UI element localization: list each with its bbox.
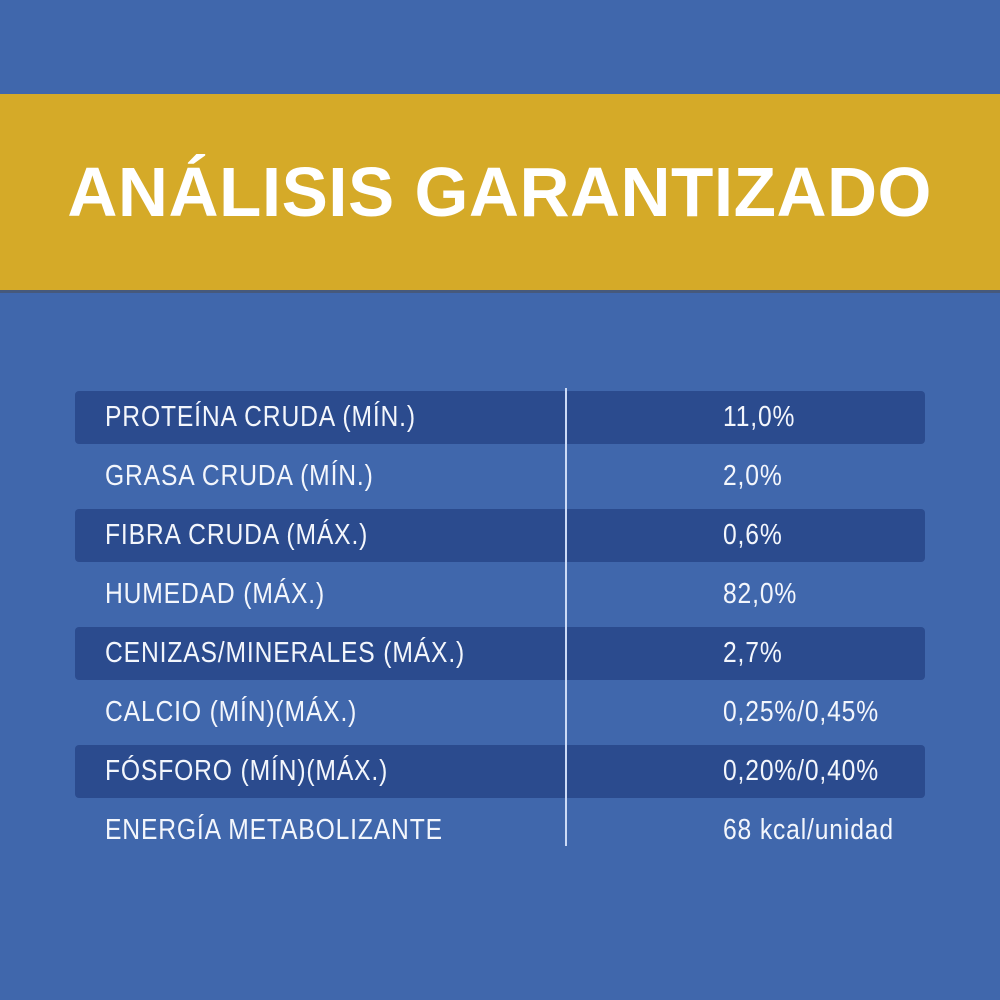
row-band: FÓSFORO (MÍN)(MÁX.) 0,20%/0,40% xyxy=(75,745,925,798)
row-band: FIBRA CRUDA (MÁX.) 0,6% xyxy=(75,509,925,562)
nutrient-label-cell: FIBRA CRUDA (MÁX.) xyxy=(75,519,566,552)
nutrient-label: HUMEDAD (MÁX.) xyxy=(105,578,326,610)
nutrient-value: 2,0% xyxy=(723,460,783,492)
nutrient-label: ENERGÍA METABOLIZANTE xyxy=(105,814,443,846)
nutrient-value-cell: 2,0% xyxy=(566,460,925,493)
table-row: CALCIO (MÍN)(MÁX.) 0,25%/0,45% xyxy=(75,683,925,742)
table-row: FIBRA CRUDA (MÁX.) 0,6% xyxy=(75,506,925,565)
nutrient-value-cell: 0,6% xyxy=(566,519,925,552)
nutrient-value-cell: 2,7% xyxy=(566,637,925,670)
nutrient-label: FIBRA CRUDA (MÁX.) xyxy=(105,519,369,551)
nutrient-value-cell: 11,0% xyxy=(566,401,925,434)
nutrient-value: 82,0% xyxy=(723,578,798,610)
nutrient-value: 0,25%/0,45% xyxy=(723,696,879,728)
table-row: HUMEDAD (MÁX.) 82,0% xyxy=(75,565,925,624)
row-band: ENERGÍA METABOLIZANTE 68 kcal/unidad xyxy=(75,804,925,857)
nutrient-value-cell: 0,20%/0,40% xyxy=(566,755,925,788)
nutrient-label: GRASA CRUDA (MÍN.) xyxy=(105,460,374,492)
table-row: GRASA CRUDA (MÍN.) 2,0% xyxy=(75,447,925,506)
page-title: ANÁLISIS GARANTIZADO xyxy=(67,153,933,231)
nutrient-value-cell: 0,25%/0,45% xyxy=(566,696,925,729)
nutrient-label: PROTEÍNA CRUDA (MÍN.) xyxy=(105,401,416,433)
nutrient-value-cell: 82,0% xyxy=(566,578,925,611)
nutrient-value: 0,20%/0,40% xyxy=(723,755,879,787)
nutrient-label: FÓSFORO (MÍN)(MÁX.) xyxy=(105,755,389,787)
row-band: CALCIO (MÍN)(MÁX.) 0,25%/0,45% xyxy=(75,686,925,739)
analysis-table: PROTEÍNA CRUDA (MÍN.) 11,0% GRASA CRUDA … xyxy=(75,388,925,860)
table-row: FÓSFORO (MÍN)(MÁX.) 0,20%/0,40% xyxy=(75,742,925,801)
nutrient-value: 0,6% xyxy=(723,519,783,551)
nutrient-label: CENIZAS/MINERALES (MÁX.) xyxy=(105,637,466,669)
nutrient-label-cell: ENERGÍA METABOLIZANTE xyxy=(75,814,566,847)
nutrient-label-cell: GRASA CRUDA (MÍN.) xyxy=(75,460,566,493)
table-row: CENIZAS/MINERALES (MÁX.) 2,7% xyxy=(75,624,925,683)
nutrient-value: 11,0% xyxy=(723,401,796,433)
nutrient-label-cell: CENIZAS/MINERALES (MÁX.) xyxy=(75,637,566,670)
table-row: ENERGÍA METABOLIZANTE 68 kcal/unidad xyxy=(75,801,925,860)
nutrient-value-cell: 68 kcal/unidad xyxy=(566,814,925,847)
row-band: HUMEDAD (MÁX.) 82,0% xyxy=(75,568,925,621)
column-divider xyxy=(565,388,567,846)
table-row: PROTEÍNA CRUDA (MÍN.) 11,0% xyxy=(75,388,925,447)
row-band: GRASA CRUDA (MÍN.) 2,0% xyxy=(75,450,925,503)
nutrient-label-cell: PROTEÍNA CRUDA (MÍN.) xyxy=(75,401,566,434)
nutrient-value: 68 kcal/unidad xyxy=(723,814,894,846)
header-band: ANÁLISIS GARANTIZADO xyxy=(0,94,1000,293)
row-band: CENIZAS/MINERALES (MÁX.) 2,7% xyxy=(75,627,925,680)
nutrient-label: CALCIO (MÍN)(MÁX.) xyxy=(105,696,358,728)
nutrient-label-cell: CALCIO (MÍN)(MÁX.) xyxy=(75,696,566,729)
nutrient-value: 2,7% xyxy=(723,637,783,669)
nutrient-label-cell: HUMEDAD (MÁX.) xyxy=(75,578,566,611)
row-band: PROTEÍNA CRUDA (MÍN.) 11,0% xyxy=(75,391,925,444)
nutrient-label-cell: FÓSFORO (MÍN)(MÁX.) xyxy=(75,755,566,788)
